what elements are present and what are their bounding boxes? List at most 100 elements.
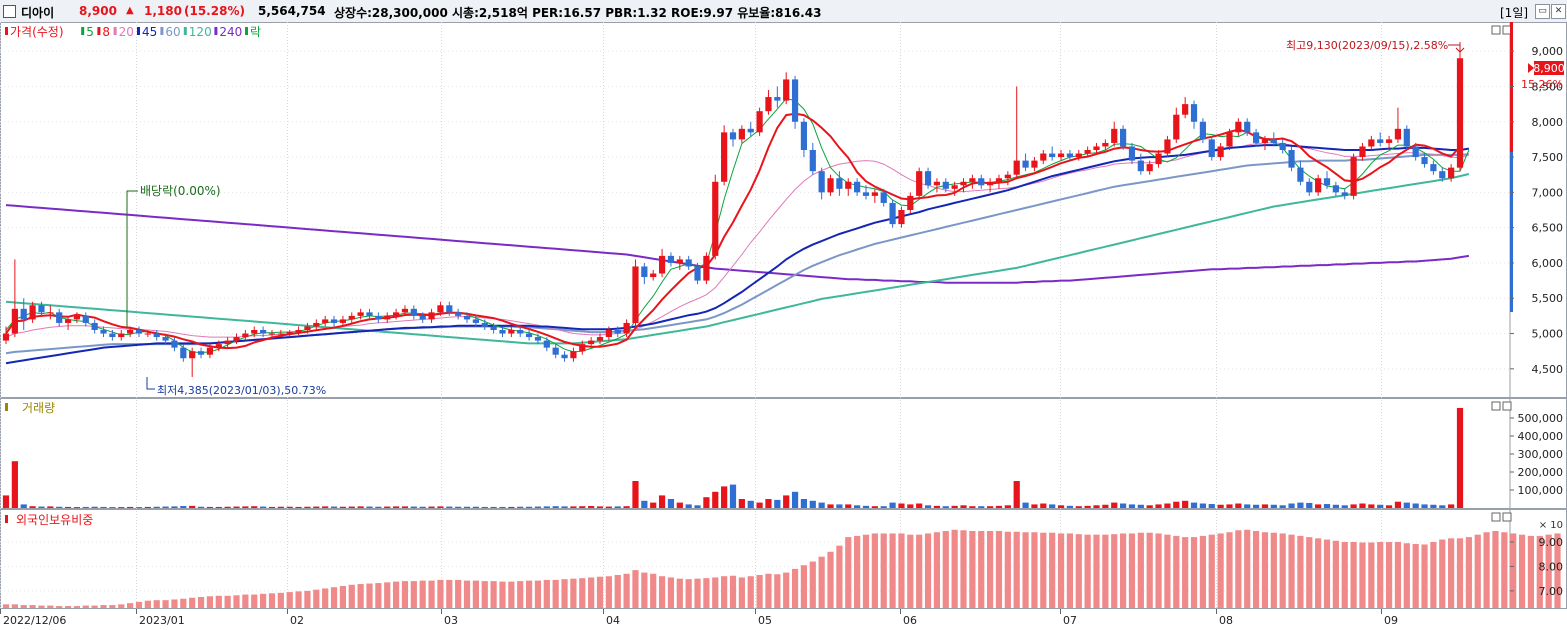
candle-body bbox=[1155, 153, 1162, 165]
volume-bar bbox=[29, 506, 36, 508]
select-checkbox[interactable] bbox=[3, 5, 16, 18]
ma5-line bbox=[5, 97, 1470, 354]
volume-bar bbox=[1102, 504, 1109, 508]
volume-bar bbox=[242, 506, 249, 508]
foreign-panel-close-button[interactable] bbox=[1502, 512, 1512, 522]
volume-panel-close-button[interactable] bbox=[1502, 401, 1512, 411]
foreign-bar bbox=[1332, 540, 1339, 608]
candle-body bbox=[978, 178, 985, 186]
candle-body bbox=[650, 273, 657, 278]
volume-bar bbox=[304, 506, 311, 508]
x-axis-label: 06 bbox=[903, 614, 917, 627]
candle-body bbox=[20, 308, 27, 320]
volume-axis-label: 200,000 bbox=[1518, 466, 1564, 479]
foreign-bar bbox=[100, 605, 107, 608]
foreign-bar bbox=[410, 581, 417, 608]
volume-bar bbox=[286, 506, 293, 508]
candle-body bbox=[1022, 160, 1029, 168]
close-button[interactable]: ✕ bbox=[1551, 4, 1566, 19]
candle-body bbox=[73, 315, 81, 320]
foreign-bar bbox=[1208, 534, 1215, 608]
volume-bar bbox=[295, 506, 302, 508]
ma8-line bbox=[5, 112, 1461, 350]
volume-bar bbox=[1421, 504, 1428, 508]
price-panel-close-button[interactable] bbox=[1502, 25, 1512, 35]
foreign-bar bbox=[64, 606, 72, 608]
x-axis-label: 2022/12/06 bbox=[3, 614, 66, 627]
price-change: 1,180 bbox=[144, 4, 182, 18]
price-panel-minimize-button[interactable] bbox=[1491, 25, 1501, 35]
candle-body bbox=[738, 128, 745, 140]
foreign-axis-label: 8.00 bbox=[1539, 560, 1564, 573]
volume-bar bbox=[1323, 504, 1331, 508]
candle-body bbox=[694, 266, 701, 281]
candle-body bbox=[1031, 160, 1038, 168]
foreign-bar bbox=[1430, 542, 1437, 608]
foreign-panel-minimize-button[interactable] bbox=[1491, 512, 1501, 522]
candle-body bbox=[1315, 178, 1322, 193]
candle-body bbox=[348, 315, 355, 320]
foreign-bar bbox=[721, 576, 728, 608]
volume-bar bbox=[64, 506, 72, 508]
foreign-bar bbox=[268, 593, 276, 608]
price-axis-label: 5,000 bbox=[1532, 328, 1564, 341]
foreign-bar bbox=[1527, 535, 1535, 608]
candle-body bbox=[1261, 139, 1269, 143]
foreign-bar bbox=[330, 587, 338, 608]
volume-axis-label: 400,000 bbox=[1518, 430, 1564, 443]
volume-bar bbox=[605, 506, 612, 508]
volume-bar bbox=[1439, 505, 1446, 508]
foreign-bar bbox=[694, 578, 701, 608]
volume-bar bbox=[251, 506, 258, 508]
candle-body bbox=[472, 319, 479, 323]
candle-body bbox=[951, 185, 958, 189]
foreign-bar bbox=[596, 576, 604, 608]
foreign-bar bbox=[1075, 534, 1082, 608]
legend-marker bbox=[214, 27, 218, 35]
high-annotation: 최고9,130(2023/09/15),2.58% bbox=[1286, 39, 1448, 52]
foreign-bar bbox=[419, 580, 426, 608]
candle-body bbox=[1430, 164, 1437, 172]
foreign-bar bbox=[242, 594, 249, 608]
candle-body bbox=[969, 178, 976, 182]
foreign-bar bbox=[472, 580, 479, 608]
foreign-bar bbox=[1252, 531, 1260, 608]
foreign-bar bbox=[144, 600, 151, 608]
candle-body bbox=[658, 255, 666, 274]
price-axis-label: 5,500 bbox=[1532, 292, 1564, 305]
foreign-bar bbox=[667, 577, 675, 608]
price-range-bar-up bbox=[1510, 22, 1513, 152]
volume-bar bbox=[428, 506, 435, 508]
period-selector[interactable]: [1일] bbox=[1500, 6, 1529, 20]
candle-body bbox=[38, 305, 45, 313]
volume-bar bbox=[1119, 503, 1127, 508]
volume-bar bbox=[1261, 504, 1269, 508]
current-price-pointer-icon bbox=[1528, 63, 1534, 73]
price-axis-label: 6,500 bbox=[1532, 222, 1564, 235]
candle-body bbox=[756, 111, 763, 133]
foreign-bar bbox=[499, 581, 506, 608]
volume-bar bbox=[1137, 504, 1144, 508]
foreign-bar bbox=[1501, 532, 1508, 608]
foreign-bar bbox=[1128, 533, 1136, 608]
volume-bar bbox=[667, 499, 675, 508]
maximize-button[interactable]: ▭ bbox=[1535, 4, 1550, 19]
foreign-bar bbox=[1465, 537, 1472, 608]
candle-body bbox=[1279, 142, 1286, 150]
volume-bar bbox=[1456, 407, 1464, 508]
dividend-annotation: 배당락(0.00%) bbox=[140, 184, 221, 198]
candle-body bbox=[543, 340, 550, 348]
high-annotation-leader bbox=[1448, 44, 1461, 50]
ma240-line bbox=[5, 204, 1470, 284]
foreign-bar bbox=[1421, 544, 1428, 608]
x-axis-label: 2023/01 bbox=[139, 614, 185, 627]
foreign-bar bbox=[375, 583, 382, 608]
candle-body bbox=[818, 171, 825, 193]
candle-body bbox=[135, 330, 143, 334]
candle-body bbox=[206, 347, 214, 355]
foreign-bar bbox=[1111, 534, 1118, 608]
volume-bar bbox=[384, 506, 391, 508]
current-price: 8,900 bbox=[79, 4, 117, 18]
candle-body bbox=[1341, 192, 1348, 196]
volume-panel-minimize-button[interactable] bbox=[1491, 401, 1501, 411]
